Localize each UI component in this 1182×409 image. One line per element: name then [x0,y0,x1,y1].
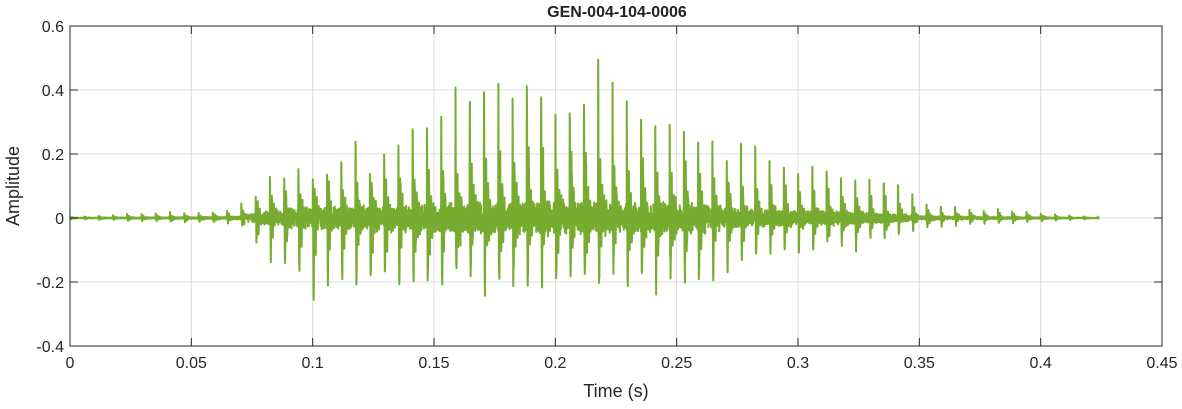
x-axis-label: Time (s) [583,381,648,401]
x-axis-ticks: 0 0.05 0.1 0.15 0.2 0.25 0.3 0.35 0.4 0.45 [66,26,1178,372]
waveform-series [69,58,1100,301]
y-axis-label: Amplitude [3,146,23,226]
x-tick-label: 0.45 [1146,355,1177,372]
x-tick-label: 0.1 [302,355,324,372]
waveform-line [69,58,1100,301]
y-tick-label: 0.6 [42,19,64,36]
y-tick-label: 0.2 [42,147,64,164]
x-tick-label: 0.2 [544,355,566,372]
x-tick-label: 0 [66,355,75,372]
y-tick-label: -0.4 [36,339,64,356]
chart-title: GEN-004-104-0006 [547,4,687,21]
grid-lines [69,25,1163,347]
y-tick-label: 0 [55,211,64,228]
y-tick-label: 0.4 [42,83,64,100]
y-tick-label: -0.2 [36,275,64,292]
axes-box [69,25,1163,347]
x-tick-label: 0.05 [176,355,207,372]
x-tick-label: 0.15 [418,355,449,372]
x-tick-label: 0.35 [904,355,935,372]
x-tick-label: 0.25 [661,355,692,372]
x-tick-label: 0.3 [787,355,809,372]
x-tick-label: 0.4 [1030,355,1052,372]
y-axis-ticks: -0.4 -0.2 0 0.2 0.4 0.6 [36,19,1162,356]
